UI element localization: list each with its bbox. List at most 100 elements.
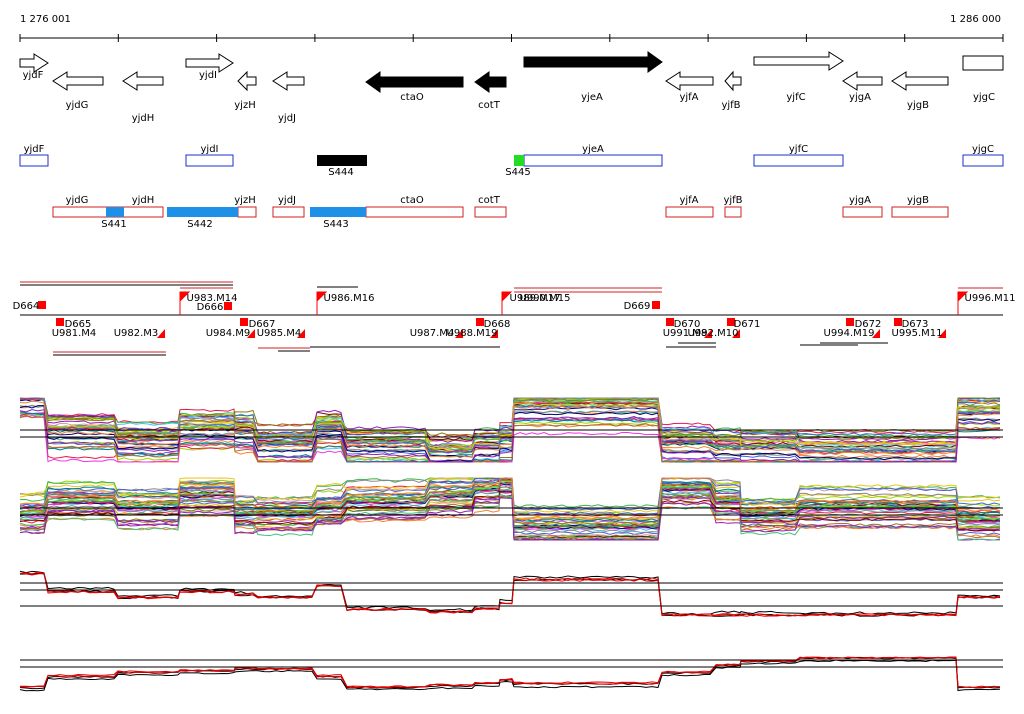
expression-trace	[19, 477, 1001, 511]
unit-flag	[704, 329, 712, 338]
unit-label: U988.M19	[447, 328, 498, 339]
unit-label: D664	[13, 301, 40, 312]
ruler-start: 1 276 001	[20, 14, 71, 25]
unit-marker	[476, 318, 484, 326]
expression-trace	[19, 397, 1001, 451]
expression-trace	[20, 397, 1001, 441]
unit-label: U985.M4	[257, 328, 302, 339]
expression-trace	[19, 397, 1001, 450]
segment	[514, 155, 524, 166]
unit-marker	[894, 318, 902, 326]
label: yjzH	[234, 195, 255, 206]
gene-arrow	[753, 51, 844, 71]
label: yjdG	[66, 100, 89, 111]
label: yjgA	[849, 195, 871, 206]
unit-label: U996.M11	[965, 293, 1016, 304]
label: yjgB	[907, 195, 929, 206]
label: ctaO	[400, 92, 424, 103]
gene-arrow	[891, 71, 949, 91]
label: yjdH	[132, 195, 155, 206]
unit-label: D665	[65, 319, 92, 330]
label: yjfA	[679, 195, 698, 206]
unit-label: U990.M15	[520, 293, 571, 304]
unit-marker	[666, 318, 674, 326]
label: yjdI	[201, 144, 219, 155]
expression-trace	[19, 656, 1001, 689]
label: yjdJ	[278, 113, 296, 124]
label: yjdF	[23, 70, 44, 81]
label: yjgB	[907, 100, 929, 111]
segment	[167, 207, 238, 217]
label: yjeA	[581, 92, 603, 103]
gene-arrow	[474, 71, 507, 93]
unit-flag	[732, 329, 740, 338]
segment	[106, 207, 124, 217]
label: ctaO	[400, 195, 424, 206]
unit-marker	[240, 318, 248, 326]
label: yjdH	[132, 113, 155, 124]
unit-label: D669	[624, 301, 651, 312]
expression-trace	[19, 572, 1001, 617]
feature-box	[272, 206, 305, 218]
unit-label: U986.M16	[324, 293, 375, 304]
expression-trace	[19, 479, 1001, 525]
feature-box	[185, 154, 234, 167]
expression-trace	[19, 496, 1001, 541]
gene-arrow	[237, 70, 257, 92]
unit-label: D673	[902, 319, 929, 330]
unit-label: D670	[674, 319, 701, 330]
unit-label: U989.M17	[510, 293, 561, 304]
unit-marker	[56, 318, 64, 326]
unit-label: D667	[249, 319, 276, 330]
gene-arrow	[185, 53, 234, 73]
gene-arrow	[724, 70, 742, 92]
feature-box	[724, 206, 742, 218]
unit-label: D671	[734, 319, 761, 330]
label: yjfC	[786, 92, 805, 103]
unit-label: U983.M14	[187, 293, 238, 304]
expression-trace	[19, 491, 1001, 541]
feature-box	[891, 206, 949, 218]
label: yjdI	[199, 70, 217, 81]
expression-trace	[19, 477, 1001, 521]
unit-label: U995.M11	[892, 328, 943, 339]
feature-box	[523, 154, 663, 167]
unit-flag	[501, 291, 513, 315]
expression-trace	[19, 482, 1001, 530]
feature-box	[842, 206, 883, 218]
unit-marker	[846, 318, 854, 326]
unit-label: U987.M4	[410, 328, 455, 339]
segment	[310, 207, 366, 217]
label: yjgA	[849, 92, 871, 103]
unit-flag	[938, 329, 946, 338]
feature-box	[365, 206, 464, 218]
label: S442	[187, 219, 212, 230]
gene-arrow	[365, 71, 464, 93]
unit-label: D672	[855, 319, 882, 330]
unit-label: U994.M19	[824, 328, 875, 339]
unit-flag	[957, 291, 969, 315]
feature-box	[122, 206, 164, 218]
label: cotT	[478, 195, 501, 206]
expression-trace	[19, 405, 1001, 463]
label: yjdG	[66, 195, 89, 206]
unit-label: U982.M3	[114, 328, 159, 339]
feature-box	[962, 154, 1004, 167]
gene-arrow	[523, 51, 663, 73]
ruler-end: 1 286 000	[950, 14, 1001, 25]
gene-arrow	[665, 71, 714, 91]
unit-label: U992.M10	[688, 328, 739, 339]
unit-flag	[872, 329, 880, 338]
feature-box	[474, 206, 507, 218]
unit-flag	[247, 329, 255, 338]
label: yjdF	[24, 144, 45, 155]
unit-label: U981.M4	[52, 328, 97, 339]
label: yjgC	[972, 144, 994, 155]
unit-label: U991.M8	[663, 328, 708, 339]
unit-label: D666	[197, 302, 224, 313]
label: yjfB	[723, 195, 742, 206]
expression-trace	[19, 486, 1001, 534]
expression-trace	[19, 494, 1001, 541]
feature-box	[665, 206, 714, 218]
expression-trace	[19, 409, 1001, 463]
